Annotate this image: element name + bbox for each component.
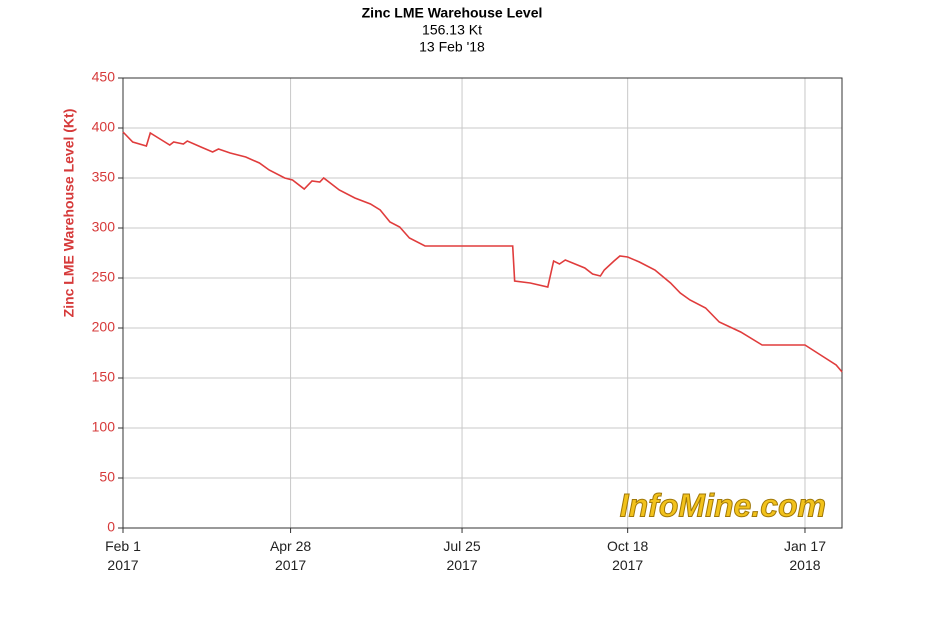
x-tick-label: Oct 18 2017 bbox=[607, 538, 648, 573]
watermark: InfoMine.com bbox=[620, 487, 826, 523]
chart-title: Zinc LME Warehouse Level bbox=[362, 5, 543, 21]
y-tick-label: 200 bbox=[92, 319, 116, 335]
y-tick-label: 0 bbox=[107, 519, 115, 535]
x-tick-label: Jul 25 2017 bbox=[443, 538, 481, 573]
chart-date: 13 Feb '18 bbox=[419, 39, 485, 55]
y-tick-label: 50 bbox=[99, 469, 115, 485]
x-tick-label: Feb 1 2017 bbox=[105, 538, 141, 573]
y-tick-label: 250 bbox=[92, 269, 116, 285]
y-tick-label: 400 bbox=[92, 119, 116, 135]
y-tick-label: 350 bbox=[92, 169, 116, 185]
plot-frame bbox=[122, 77, 843, 529]
y-tick-label: 100 bbox=[92, 419, 116, 435]
data-line bbox=[122, 131, 843, 373]
x-tick-label: Jan 17 2018 bbox=[784, 538, 826, 573]
y-tick-label: 300 bbox=[92, 219, 116, 235]
chart-subtitle: 156.13 Kt bbox=[422, 22, 482, 38]
x-tick-label: Apr 28 2017 bbox=[270, 538, 311, 573]
y-axis-label: Zinc LME Warehouse Level (Kt) bbox=[61, 109, 77, 318]
y-tick-label: 450 bbox=[92, 69, 116, 85]
y-tick-label: 150 bbox=[92, 369, 116, 385]
